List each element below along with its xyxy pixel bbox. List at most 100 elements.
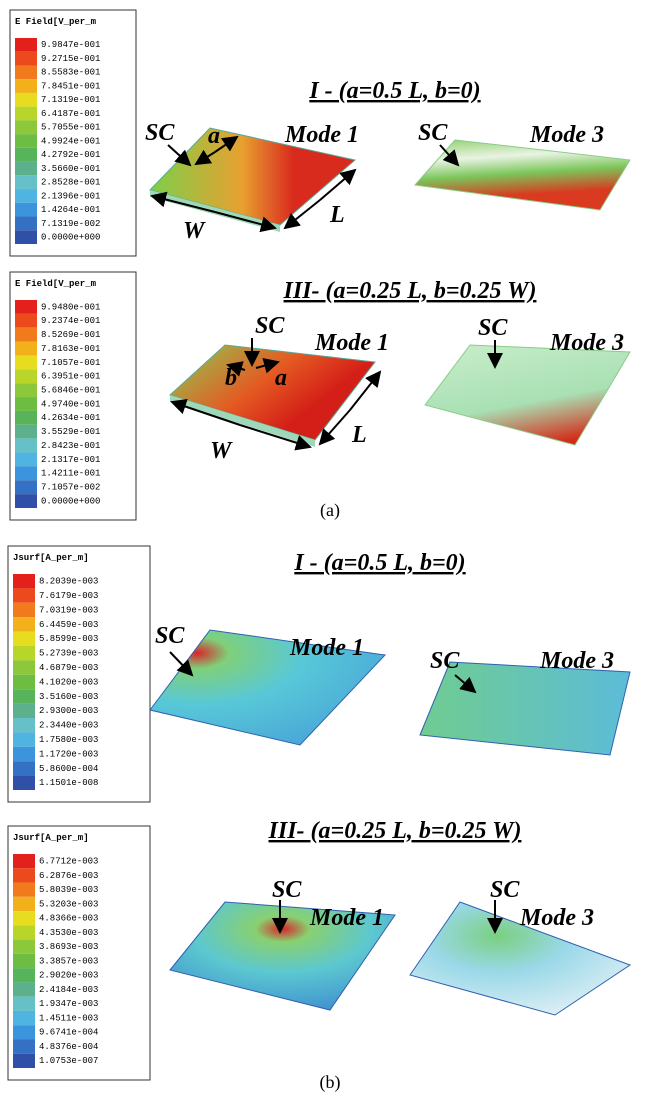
legend-value: 0.0000e+000	[41, 496, 100, 506]
legend-value: 5.6846e-001	[41, 386, 100, 396]
legend-value: 2.8528e-001	[41, 178, 100, 188]
legend-value: 7.1319e-001	[41, 95, 100, 105]
mode-label: Mode 3	[539, 648, 614, 674]
legend-swatch	[15, 203, 37, 217]
legend-swatch	[13, 968, 35, 982]
legend-value: 4.9740e-001	[41, 399, 100, 409]
legend-value: 1.7580e-003	[39, 735, 98, 745]
legend-swatch	[13, 761, 35, 775]
legend-value: 4.8366e-003	[39, 914, 98, 924]
caption: (a)	[320, 500, 340, 521]
legend-swatch	[15, 342, 37, 356]
heading: III- (a=0.25 L, b=0.25 W)	[283, 278, 537, 304]
legend-swatch	[15, 480, 37, 494]
legend-value: 4.6879e-003	[39, 663, 98, 673]
legend-value: 2.4184e-003	[39, 985, 98, 995]
legend-value: 5.8599e-003	[39, 634, 98, 644]
legend-value: 1.4211e-001	[41, 469, 100, 479]
legend-value: 5.8039e-003	[39, 885, 98, 895]
legend-swatch	[13, 617, 35, 631]
legend-swatch	[13, 718, 35, 732]
sc-label: SC	[145, 120, 175, 146]
legend-swatch	[15, 79, 37, 93]
legend-value: 5.3203e-003	[39, 899, 98, 909]
legend-value: 7.0319e-003	[39, 605, 98, 615]
legend-swatch	[15, 175, 37, 189]
legend-value: 5.8600e-004	[39, 764, 98, 774]
figure: E Field[V_per_m9.9847e-0019.2715e-0018.5…	[0, 0, 651, 1101]
plate	[415, 140, 630, 210]
legend-swatch	[15, 397, 37, 411]
legend-value: 4.2792e-001	[41, 150, 100, 160]
legend-swatch	[15, 148, 37, 162]
legend-swatch	[15, 189, 37, 203]
mode-label: Mode 1	[309, 905, 384, 931]
legend-swatch	[15, 411, 37, 425]
legend-swatch	[13, 776, 35, 790]
mode-label: Mode 3	[519, 905, 594, 931]
plate	[170, 345, 375, 440]
legend-value: 2.1317e-001	[41, 455, 100, 465]
legend-value: 6.3951e-001	[41, 372, 100, 382]
mode-label: Mode 3	[529, 122, 604, 148]
legend-value: 7.8163e-001	[41, 344, 100, 354]
legend-swatch	[15, 328, 37, 342]
sc-label: SC	[430, 648, 460, 674]
legend-swatch	[13, 689, 35, 703]
legend-swatch	[13, 1039, 35, 1053]
legend-swatch	[13, 911, 35, 925]
legend-swatch	[13, 588, 35, 602]
legend-value: 9.2374e-001	[41, 316, 100, 326]
legend-swatch	[15, 65, 37, 79]
legend-swatch	[15, 217, 37, 231]
dim-label: a	[208, 123, 220, 149]
legend-value: 6.7712e-003	[39, 857, 98, 867]
legend-value: 1.4511e-003	[39, 1013, 98, 1023]
legend-swatch	[13, 925, 35, 939]
legend-swatch	[15, 93, 37, 107]
mode-label: Mode 1	[289, 635, 364, 661]
dim-label: b	[225, 365, 237, 391]
legend-value: 2.1396e-001	[41, 191, 100, 201]
legend-value: 7.1057e-002	[41, 483, 100, 493]
legend-swatch	[13, 732, 35, 746]
legend-value: 7.1057e-001	[41, 358, 100, 368]
legend-swatch	[13, 940, 35, 954]
dim-label: W	[183, 218, 206, 244]
legend-value: 3.5660e-001	[41, 164, 100, 174]
plate	[420, 662, 630, 755]
legend-swatch	[13, 997, 35, 1011]
legend-value: 4.9924e-001	[41, 136, 100, 146]
legend-value: 2.9020e-003	[39, 971, 98, 981]
mode-label: Mode 3	[549, 330, 624, 356]
legend-swatch	[13, 603, 35, 617]
legend-value: 8.5583e-001	[41, 68, 100, 78]
legend-value: 3.5529e-001	[41, 427, 100, 437]
heading: III- (a=0.25 L, b=0.25 W)	[268, 818, 522, 844]
legend-value: 5.2739e-003	[39, 649, 98, 659]
dim-label: W	[210, 438, 233, 464]
legend-value: 3.3857e-003	[39, 956, 98, 966]
legend-swatch	[13, 646, 35, 660]
legend-swatch	[15, 494, 37, 508]
legend-value: 1.0753e-007	[39, 1056, 98, 1066]
legend-swatch	[13, 854, 35, 868]
legend-value: 2.8423e-001	[41, 441, 100, 451]
legend-swatch	[15, 383, 37, 397]
legend-swatch	[15, 314, 37, 328]
legend-swatch	[13, 954, 35, 968]
sc-label: SC	[255, 313, 285, 339]
heading: I - (a=0.5 L, b=0)	[293, 550, 465, 576]
legend-swatch	[13, 660, 35, 674]
legend-value: 8.5269e-001	[41, 330, 100, 340]
legend-value: 9.2715e-001	[41, 54, 100, 64]
caption: (b)	[320, 1072, 341, 1093]
legend-swatch	[15, 120, 37, 134]
sc-label: SC	[478, 315, 508, 341]
legend-swatch	[15, 134, 37, 148]
sc-label: SC	[418, 120, 448, 146]
legend-swatch	[13, 982, 35, 996]
legend-value: 5.7055e-001	[41, 123, 100, 133]
legend-value: 4.8376e-004	[39, 1042, 98, 1052]
legend-title: E Field[V_per_m	[15, 17, 97, 27]
